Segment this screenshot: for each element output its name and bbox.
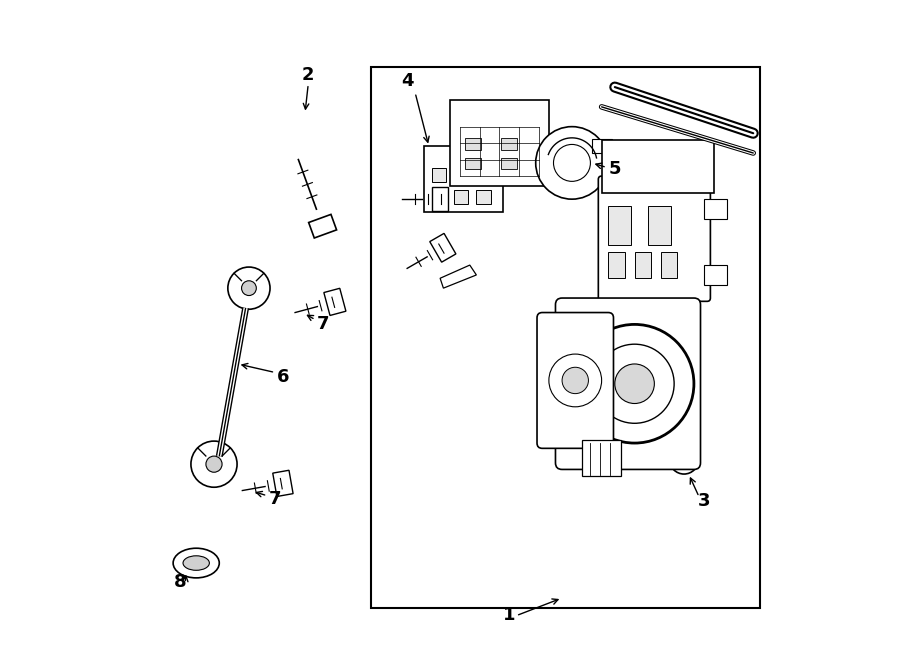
- Polygon shape: [273, 470, 293, 496]
- Polygon shape: [309, 214, 337, 238]
- Circle shape: [191, 441, 237, 487]
- Ellipse shape: [183, 556, 210, 570]
- Bar: [634, 252, 651, 278]
- Circle shape: [595, 344, 674, 423]
- Ellipse shape: [173, 548, 220, 578]
- Circle shape: [549, 354, 601, 407]
- Polygon shape: [431, 187, 448, 211]
- Bar: [608, 252, 625, 278]
- Bar: [704, 265, 727, 285]
- Circle shape: [615, 364, 654, 404]
- Text: 6: 6: [277, 368, 290, 386]
- Bar: [371, 68, 760, 608]
- Bar: [464, 138, 481, 150]
- Circle shape: [575, 324, 694, 443]
- Bar: [608, 206, 631, 246]
- Circle shape: [670, 445, 698, 474]
- Text: 5: 5: [608, 160, 621, 179]
- Text: 3: 3: [698, 493, 710, 510]
- Bar: [450, 100, 549, 186]
- Bar: [454, 167, 469, 182]
- Bar: [476, 167, 491, 182]
- Text: 2: 2: [302, 66, 314, 84]
- Bar: [454, 190, 469, 205]
- Bar: [661, 252, 678, 278]
- Circle shape: [241, 281, 256, 295]
- Bar: [581, 440, 621, 476]
- Bar: [476, 190, 491, 205]
- Text: 7: 7: [317, 315, 329, 334]
- Circle shape: [575, 324, 694, 443]
- Bar: [464, 158, 481, 169]
- Bar: [591, 138, 611, 153]
- Circle shape: [206, 456, 222, 472]
- Text: 1: 1: [503, 606, 516, 624]
- FancyBboxPatch shape: [537, 312, 614, 448]
- Circle shape: [228, 267, 270, 309]
- Polygon shape: [430, 234, 456, 262]
- Bar: [500, 158, 518, 169]
- Text: 8: 8: [174, 573, 186, 591]
- Circle shape: [595, 344, 674, 423]
- Circle shape: [615, 364, 654, 404]
- Bar: [500, 138, 518, 150]
- Polygon shape: [440, 265, 476, 288]
- Circle shape: [554, 144, 590, 181]
- Polygon shape: [324, 288, 346, 316]
- Bar: [704, 199, 727, 219]
- Circle shape: [536, 126, 608, 199]
- Bar: [648, 206, 670, 246]
- FancyBboxPatch shape: [555, 298, 700, 469]
- Bar: [424, 146, 503, 213]
- Bar: [431, 167, 446, 182]
- Bar: [601, 140, 714, 193]
- Circle shape: [562, 367, 589, 394]
- Circle shape: [678, 453, 690, 466]
- Text: 7: 7: [269, 490, 281, 508]
- FancyBboxPatch shape: [598, 176, 710, 301]
- Text: 4: 4: [400, 72, 413, 91]
- Bar: [431, 190, 446, 205]
